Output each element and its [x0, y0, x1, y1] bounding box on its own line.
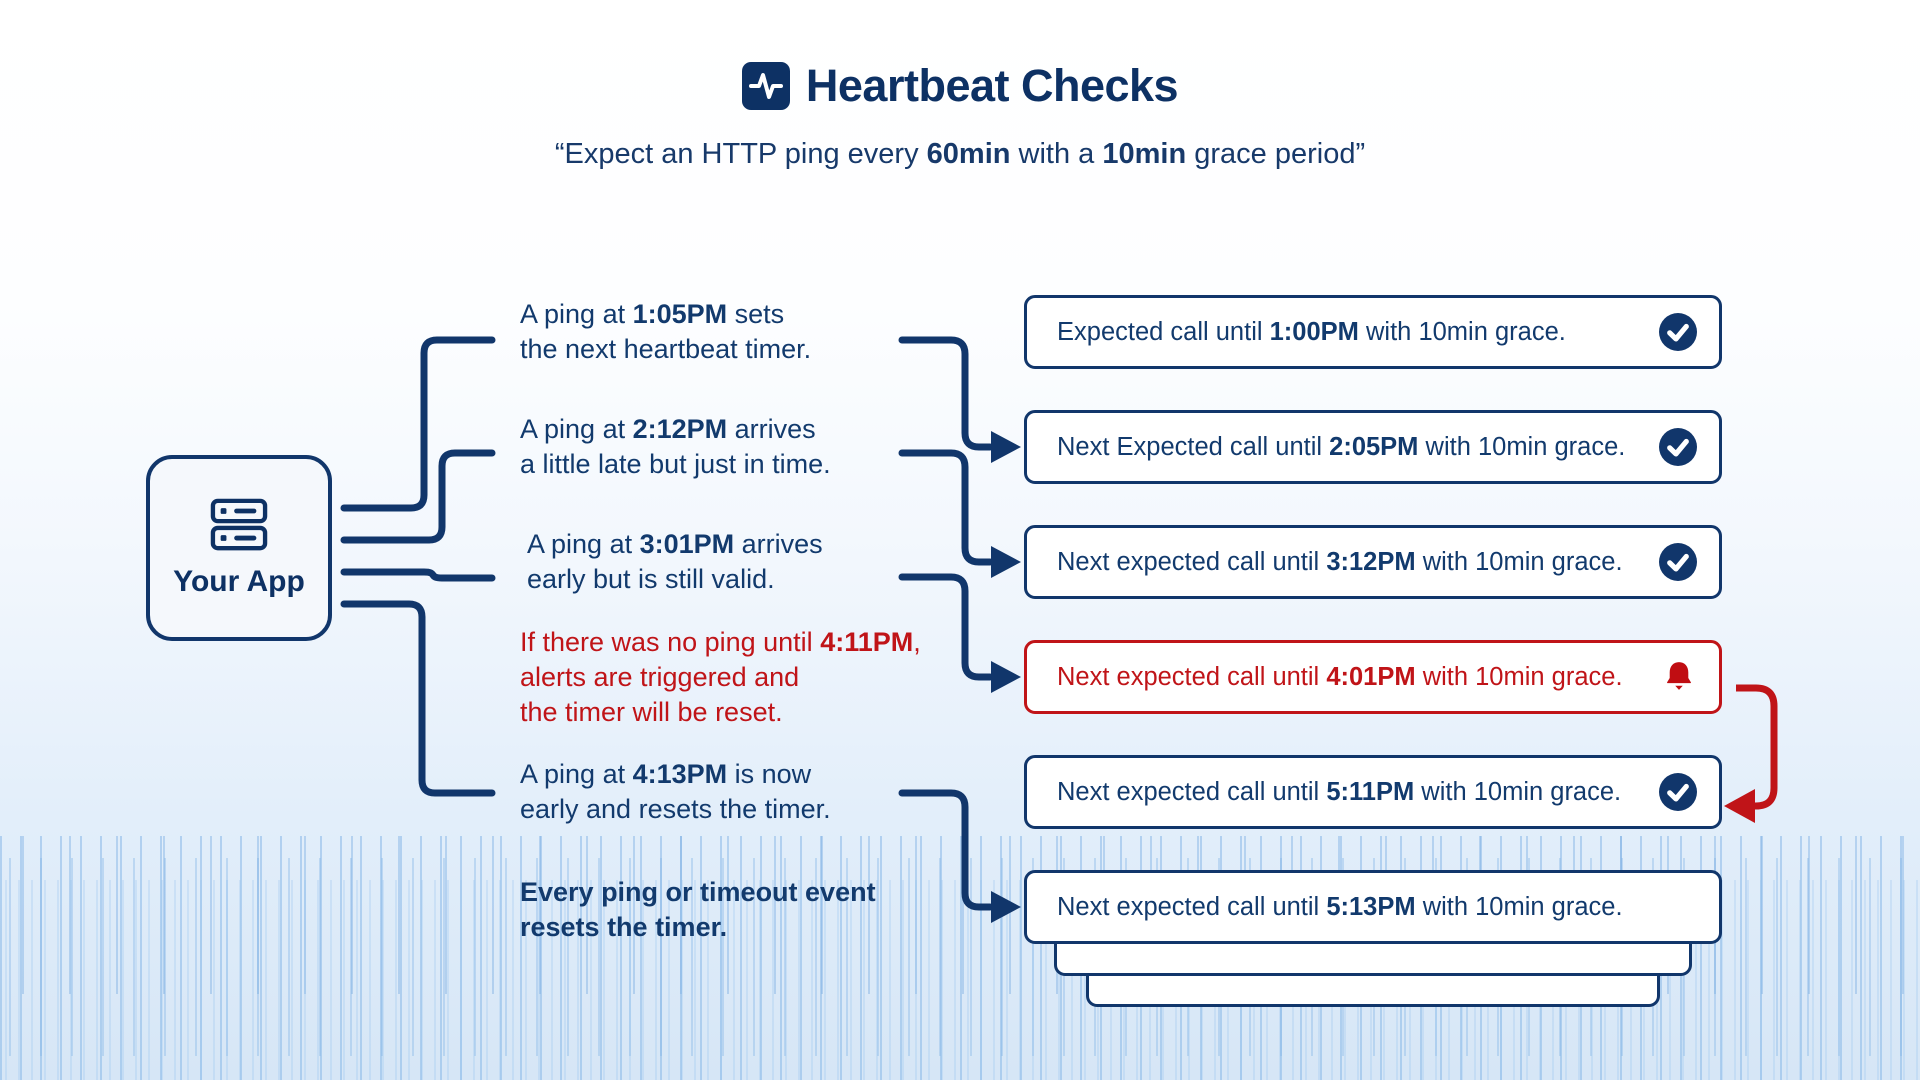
subtitle: “Expect an HTTP ping every 60min with a … — [0, 138, 1920, 171]
emphasis-text: 60min — [926, 138, 1011, 170]
text-run: A ping at — [527, 529, 640, 559]
page-title: Heartbeat Checks — [805, 60, 1179, 111]
emphasis-text: 4:11PM — [820, 627, 914, 657]
header: Heartbeat Checks — [0, 60, 1920, 112]
text-run: Next expected call until — [1057, 547, 1327, 576]
emphasis-text: 10min — [1102, 138, 1187, 170]
emphasis-text: 5:13PM — [1326, 892, 1416, 921]
pulse-icon — [741, 62, 790, 110]
status-box: Next expected call until 5:11PM with 10m… — [1024, 755, 1722, 829]
status-box: Next Expected call until 2:05PM with 10m… — [1024, 410, 1722, 484]
arrowhead-box-4 — [991, 661, 1021, 693]
status-text: Next expected call until 5:13PM with 10m… — [1057, 893, 1623, 922]
ping-note: If there was no ping until 4:11PM, alerts… — [520, 625, 921, 730]
note-text: A ping at 4:13PM is now early and resets … — [520, 757, 831, 827]
emphasis-text: 5:11PM — [1326, 777, 1415, 806]
text-run: with 10min grace. — [1415, 892, 1623, 921]
note-text: A ping at 2:12PM arrives a little late bu… — [520, 412, 831, 482]
arrow-note-2-to-box-3 — [898, 449, 994, 566]
app-label: Your App — [173, 565, 305, 598]
arrow-timeout-reset — [1736, 684, 1778, 810]
emphasis-text: 4:01PM — [1326, 662, 1416, 691]
text-run: the timer will be reset. — [520, 697, 783, 727]
emphasis-text: 1:05PM — [632, 299, 728, 329]
text-run: early and resets the timer. — [520, 794, 831, 824]
text-run: A ping at — [520, 299, 633, 329]
bell-icon — [1661, 658, 1697, 696]
text-run: a little late but just in time. — [520, 449, 831, 479]
status-box: Next expected call until 4:01PM with 10m… — [1024, 640, 1722, 714]
text-run: A ping at — [520, 414, 633, 444]
arrow-note-3-to-box-4 — [898, 573, 994, 681]
status-text: Next expected call until 4:01PM with 10m… — [1057, 663, 1623, 692]
your-app-node: Your App — [146, 455, 332, 641]
text-run: alerts are triggered and — [520, 662, 800, 692]
text-run: arrives — [727, 414, 816, 444]
check-circle-icon — [1659, 773, 1697, 811]
text-run: grace period” — [1186, 138, 1366, 170]
text-run: If there was no ping until — [520, 627, 821, 657]
text-run: “Expect an HTTP ping every — [554, 138, 927, 170]
server-icon — [210, 498, 268, 551]
status-text: Next expected call until 5:11PM with 10m… — [1057, 778, 1621, 807]
text-run: with 10min grace. — [1415, 547, 1623, 576]
text-run: with a — [1010, 138, 1103, 170]
status-box: Next expected call until 5:13PM with 10m… — [1024, 870, 1722, 944]
connector-app-to-note-1 — [340, 336, 496, 512]
arrow-note-1-to-box-2 — [898, 336, 994, 451]
ping-note: A ping at 2:12PM arrives a little late bu… — [520, 412, 831, 482]
emphasis-text: 3:12PM — [1326, 547, 1416, 576]
text-run: sets — [727, 299, 785, 329]
ping-note: A ping at 3:01PM arrives early but is sti… — [527, 527, 823, 597]
text-run: , — [913, 627, 921, 657]
connector-app-to-note-5 — [340, 600, 496, 797]
check-circle-icon — [1659, 543, 1697, 581]
emphasis-text: 2:12PM — [632, 414, 728, 444]
ping-note: A ping at 4:13PM is now early and resets … — [520, 757, 831, 827]
emphasis-text: 3:01PM — [639, 529, 735, 559]
emphasis-text: 4:13PM — [632, 759, 728, 789]
emphasis-text: 2:05PM — [1329, 432, 1419, 461]
status-text: Expected call until 1:00PM with 10min gr… — [1057, 318, 1566, 347]
status-text: Next Expected call until 2:05PM with 10m… — [1057, 433, 1625, 462]
note-text: If there was no ping until 4:11PM, alerts… — [520, 625, 921, 730]
text-run: Next Expected call until — [1057, 432, 1330, 461]
note-text: A ping at 1:05PM sets the next heartbeat … — [520, 297, 811, 367]
text-run: with 10min grace. — [1415, 662, 1623, 691]
status-text: Next expected call until 3:12PM with 10m… — [1057, 548, 1623, 577]
status-box: Expected call until 1:00PM with 10min gr… — [1024, 295, 1722, 369]
check-circle-icon — [1659, 428, 1697, 466]
note-text: A ping at 3:01PM arrives early but is sti… — [527, 527, 823, 597]
text-run: A ping at — [520, 759, 633, 789]
text-run: Next expected call until — [1057, 662, 1327, 691]
text-run: Next expected call until — [1057, 892, 1327, 921]
emphasis-text: 1:00PM — [1269, 317, 1359, 346]
arrowhead-box-3 — [991, 546, 1021, 578]
text-run: Next expected call until — [1057, 777, 1327, 806]
status-box: Next expected call until 3:12PM with 10m… — [1024, 525, 1722, 599]
connector-app-to-note-3 — [340, 568, 496, 582]
text-run: is now — [727, 759, 812, 789]
ping-note: A ping at 1:05PM sets the next heartbeat … — [520, 297, 811, 367]
text-run: with 10min grace. — [1418, 432, 1626, 461]
connector-app-to-note-2 — [340, 449, 496, 544]
text-run: with 10min grace. — [1358, 317, 1566, 346]
arrowhead-box-5-red — [1724, 789, 1755, 823]
text-run: arrives — [734, 529, 823, 559]
text-run: the next heartbeat timer. — [520, 334, 812, 364]
arrowhead-box-2 — [991, 431, 1021, 463]
text-run: with 10min grace. — [1414, 777, 1622, 806]
text-run: Expected call until — [1057, 317, 1270, 346]
check-circle-icon — [1659, 313, 1697, 351]
text-run: early but is still valid. — [527, 564, 775, 594]
